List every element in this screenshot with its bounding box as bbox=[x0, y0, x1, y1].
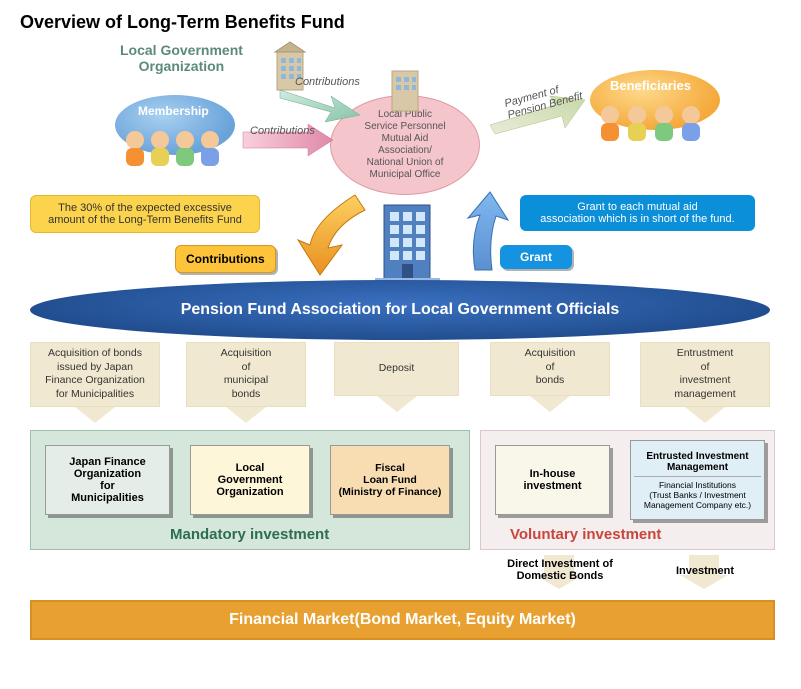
membership-arrow-label: Contributions bbox=[250, 125, 315, 137]
left-yellow-text: The 30% of the expected excessive amount… bbox=[48, 202, 242, 226]
voluntary-c1-text: In-house investment bbox=[523, 468, 581, 492]
contributions-button: Contributions bbox=[175, 245, 276, 273]
blue-up-arrow-icon bbox=[450, 190, 520, 275]
beneficiaries-label: Beneficiaries bbox=[610, 78, 691, 93]
arrow-2-text: Acquisition of municipal bonds bbox=[221, 347, 272, 400]
banner: Pension Fund Association for Local Gover… bbox=[30, 280, 770, 340]
arrow-5: Entrustment of investment management bbox=[640, 342, 770, 423]
beneficiaries-people-icon bbox=[595, 103, 715, 143]
lgo-label: Local Government Organization bbox=[120, 42, 243, 74]
mandatory-card-lgo: Local Government Organization bbox=[190, 445, 310, 515]
central-oval-text: Local Public Service Personnel Mutual Ai… bbox=[364, 109, 445, 181]
lgo-arrow-label: Contributions bbox=[295, 76, 360, 88]
left-yellow-callout: The 30% of the expected excessive amount… bbox=[30, 195, 260, 233]
voluntary-card-inhouse: In-house investment bbox=[495, 445, 610, 515]
label-investment: Investment bbox=[650, 565, 760, 577]
bottom-bar: Financial Market(Bond Market, Equity Mar… bbox=[30, 600, 775, 640]
voluntary-c2a-text: Entrusted Investment Management bbox=[634, 451, 761, 477]
right-blue-callout: Grant to each mutual aid association whi… bbox=[520, 195, 755, 231]
arrow-2: Acquisition of municipal bonds bbox=[186, 342, 306, 423]
mandatory-title: Mandatory investment bbox=[170, 526, 329, 543]
voluntary-card-entrusted: Entrusted Investment Management Financia… bbox=[630, 440, 765, 520]
central-small-building-icon bbox=[380, 65, 430, 115]
arrow-4-text: Acquisition of bonds bbox=[525, 347, 576, 386]
right-blue-text: Grant to each mutual aid association whi… bbox=[540, 201, 734, 225]
membership-label: Membership bbox=[138, 104, 209, 118]
label-domestic: Direct Investment of Domestic Bonds bbox=[490, 558, 630, 582]
page-title: Overview of Long-Term Benefits Fund bbox=[20, 12, 345, 33]
membership-people-icon bbox=[120, 128, 230, 168]
mandatory-card-flf: Fiscal Loan Fund (Ministry of Finance) bbox=[330, 445, 450, 515]
arrow-1-text: Acquisition of bonds issued by Japan Fin… bbox=[45, 347, 145, 400]
arrow-4: Acquisition of bonds bbox=[490, 342, 610, 412]
mandatory-card-jfo: Japan Finance Organization for Municipal… bbox=[45, 445, 170, 515]
arrow-5-text: Entrustment of investment management bbox=[674, 347, 735, 400]
arrow-3: Deposit bbox=[334, 342, 459, 412]
mandatory-c2-text: Local Government Organization bbox=[216, 462, 283, 498]
voluntary-c2b-text: Financial Institutions (Trust Banks / In… bbox=[644, 480, 751, 510]
arrow-1: Acquisition of bonds issued by Japan Fin… bbox=[30, 342, 160, 423]
mandatory-c3-text: Fiscal Loan Fund (Ministry of Finance) bbox=[339, 462, 442, 498]
arrow-3-text: Deposit bbox=[379, 362, 415, 376]
voluntary-title: Voluntary investment bbox=[510, 526, 661, 543]
mandatory-c1-text: Japan Finance Organization for Municipal… bbox=[69, 456, 145, 504]
pfa-building-icon bbox=[370, 200, 445, 285]
